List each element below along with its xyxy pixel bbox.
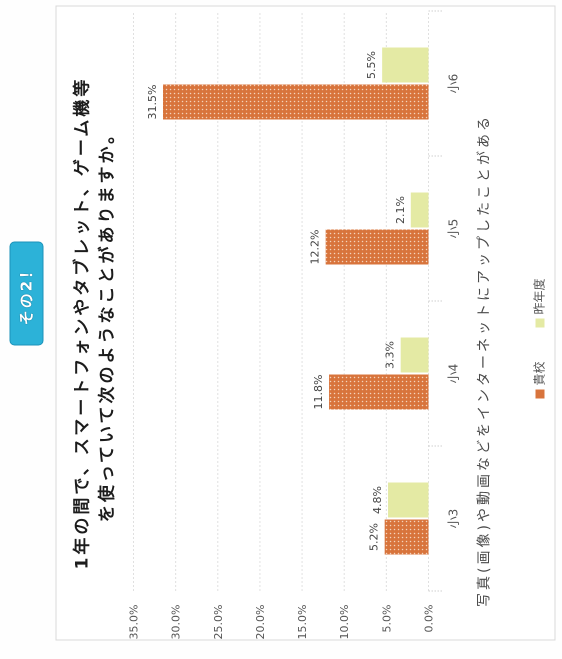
x-axis-title: 写真(画像)や動画などをインターネットにアップしたことがある bbox=[476, 113, 492, 607]
y-tick-label: 30.0% bbox=[169, 604, 182, 639]
category-label: 小6 bbox=[446, 73, 460, 93]
data-label-last-year-2: 3.3% bbox=[383, 341, 396, 369]
bar-last-year-4 bbox=[381, 47, 428, 82]
legend-label-kiko: 貴校 bbox=[532, 361, 546, 386]
bar-last-year-3 bbox=[410, 192, 428, 227]
y-tick-label: 5.0% bbox=[380, 604, 393, 632]
category-label: 小5 bbox=[446, 218, 460, 238]
y-tick-label: 0.0% bbox=[422, 604, 435, 632]
data-label-last-year-4: 5.5% bbox=[365, 51, 378, 79]
bar-kiko-1 bbox=[384, 519, 428, 554]
y-tick-label: 20.0% bbox=[253, 604, 266, 639]
bars bbox=[162, 47, 428, 554]
y-tick-label: 10.0% bbox=[338, 604, 351, 639]
y-tick-label: 15.0% bbox=[296, 604, 309, 639]
legend-label-last-year: 昨年度 bbox=[532, 277, 546, 314]
data-labels: 5.2% 4.8% 11.8% 3.3% 12.2% 2.1% 31.5% 5.5% bbox=[146, 51, 407, 551]
data-label-last-year-1: 4.8% bbox=[371, 486, 384, 514]
bar-kiko-2 bbox=[328, 374, 428, 409]
bar-last-year-2 bbox=[400, 337, 428, 372]
bar-last-year-1 bbox=[387, 482, 428, 517]
legend-swatch-last-year bbox=[534, 318, 544, 327]
legend-item-kiko: 貴校 bbox=[531, 361, 547, 399]
y-tick-label: 25.0% bbox=[211, 604, 224, 639]
data-label-kiko-1: 5.2% bbox=[367, 523, 380, 551]
data-label-kiko-2: 11.8% bbox=[312, 374, 325, 409]
data-label-kiko-4: 31.5% bbox=[146, 84, 159, 119]
legend-swatch-kiko bbox=[534, 389, 544, 399]
x-axis-category-labels: 小3 小4 小5 小6 bbox=[446, 73, 460, 528]
legend-item-last-year: 昨年度 bbox=[531, 278, 547, 327]
data-label-kiko-3: 12.2% bbox=[308, 229, 321, 264]
y-tick-label: 35.0% bbox=[127, 604, 140, 639]
category-label: 小4 bbox=[446, 363, 460, 383]
data-label-last-year-3: 2.1% bbox=[393, 196, 406, 224]
bar-kiko-4 bbox=[162, 84, 428, 119]
category-label: 小3 bbox=[446, 508, 460, 528]
y-axis-tick-labels: 0.0% 5.0% 10.0% 15.0% 20.0% 25.0% 30.0% 35.0% bbox=[127, 604, 435, 639]
chart-legend: 貴校 昨年度 bbox=[531, 218, 547, 458]
bar-kiko-3 bbox=[325, 229, 428, 264]
